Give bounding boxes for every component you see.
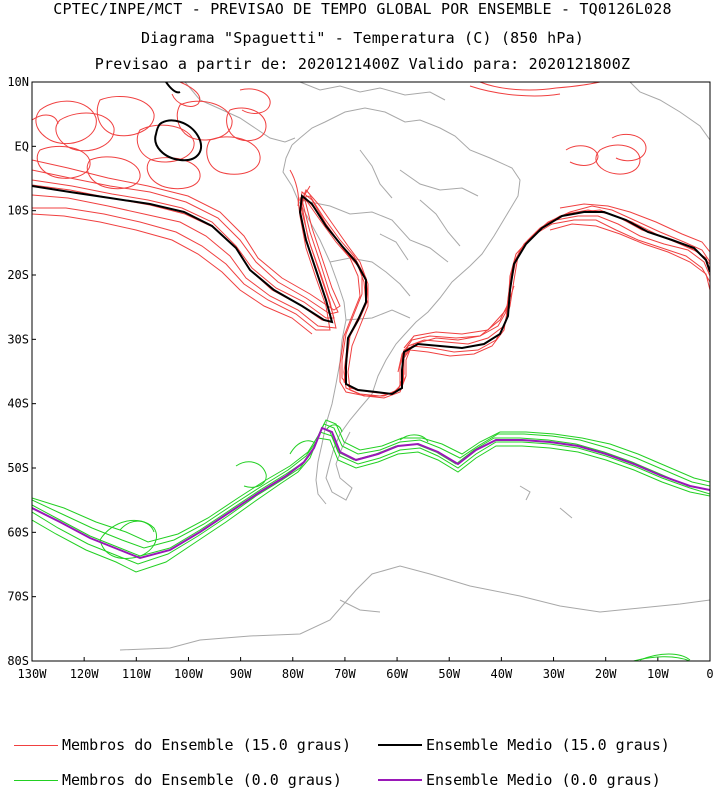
lon-label: 90W [230,667,252,681]
lon-label: 130W [18,667,48,681]
legend-label-members-15: Membros do Ensemble (15.0 graus) [62,736,351,754]
lon-label: 120W [70,667,100,681]
lon-label: 20W [595,667,617,681]
lat-label: 70S [7,590,29,604]
lon-label: 110W [122,667,152,681]
legend-swatch-mean-0 [378,779,422,781]
lon-label: 0 [706,667,713,681]
legend-mean-15: Ensemble Medio (15.0 graus) [378,736,670,754]
legend-members-15: Membros do Ensemble (15.0 graus) [14,736,351,754]
lon-label: 80W [282,667,304,681]
lon-label: 30W [543,667,565,681]
lat-label: 50S [7,461,29,475]
legend-label-mean-0: Ensemble Medio (0.0 graus) [426,771,661,789]
lon-label: 40W [491,667,513,681]
lat-label: EQ [15,139,29,153]
lat-label: 30S [7,332,29,346]
legend-members-0: Membros do Ensemble (0.0 graus) [14,771,342,789]
forecast-validity: Previsao a partir de: 2020121400Z Valido… [94,55,631,73]
legend-swatch-members-15 [14,744,58,746]
lat-label: 10N [7,75,29,89]
legend-swatch-mean-15 [378,744,422,746]
lat-label: 20S [7,268,29,282]
lon-label: 50W [438,667,460,681]
legend-label-members-0: Membros do Ensemble (0.0 graus) [62,771,342,789]
mean-15-contour [32,82,710,396]
map-title: CPTEC/INPE/MCT - PREVISAO DE TEMPO GLOBA… [53,0,672,18]
legend-mean-0: Ensemble Medio (0.0 graus) [378,771,661,789]
lon-label: 100W [174,667,204,681]
lat-label: 60S [7,525,29,539]
members-15-contours [32,82,710,399]
lat-label: 40S [7,397,29,411]
mean-0-contour [32,426,710,560]
lat-label: 10S [7,204,29,218]
legend-swatch-members-0 [14,779,58,781]
lon-label: 60W [386,667,408,681]
lat-label: 80S [7,654,29,668]
lon-label: 10W [647,667,669,681]
legend-label-mean-15: Ensemble Medio (15.0 graus) [426,736,670,754]
map-subtitle: Diagrama "Spaguetti" - Temperatura (C) (… [140,29,585,47]
coastlines [119,82,710,651]
plot-frame [31,81,711,662]
lon-label: 70W [334,667,356,681]
